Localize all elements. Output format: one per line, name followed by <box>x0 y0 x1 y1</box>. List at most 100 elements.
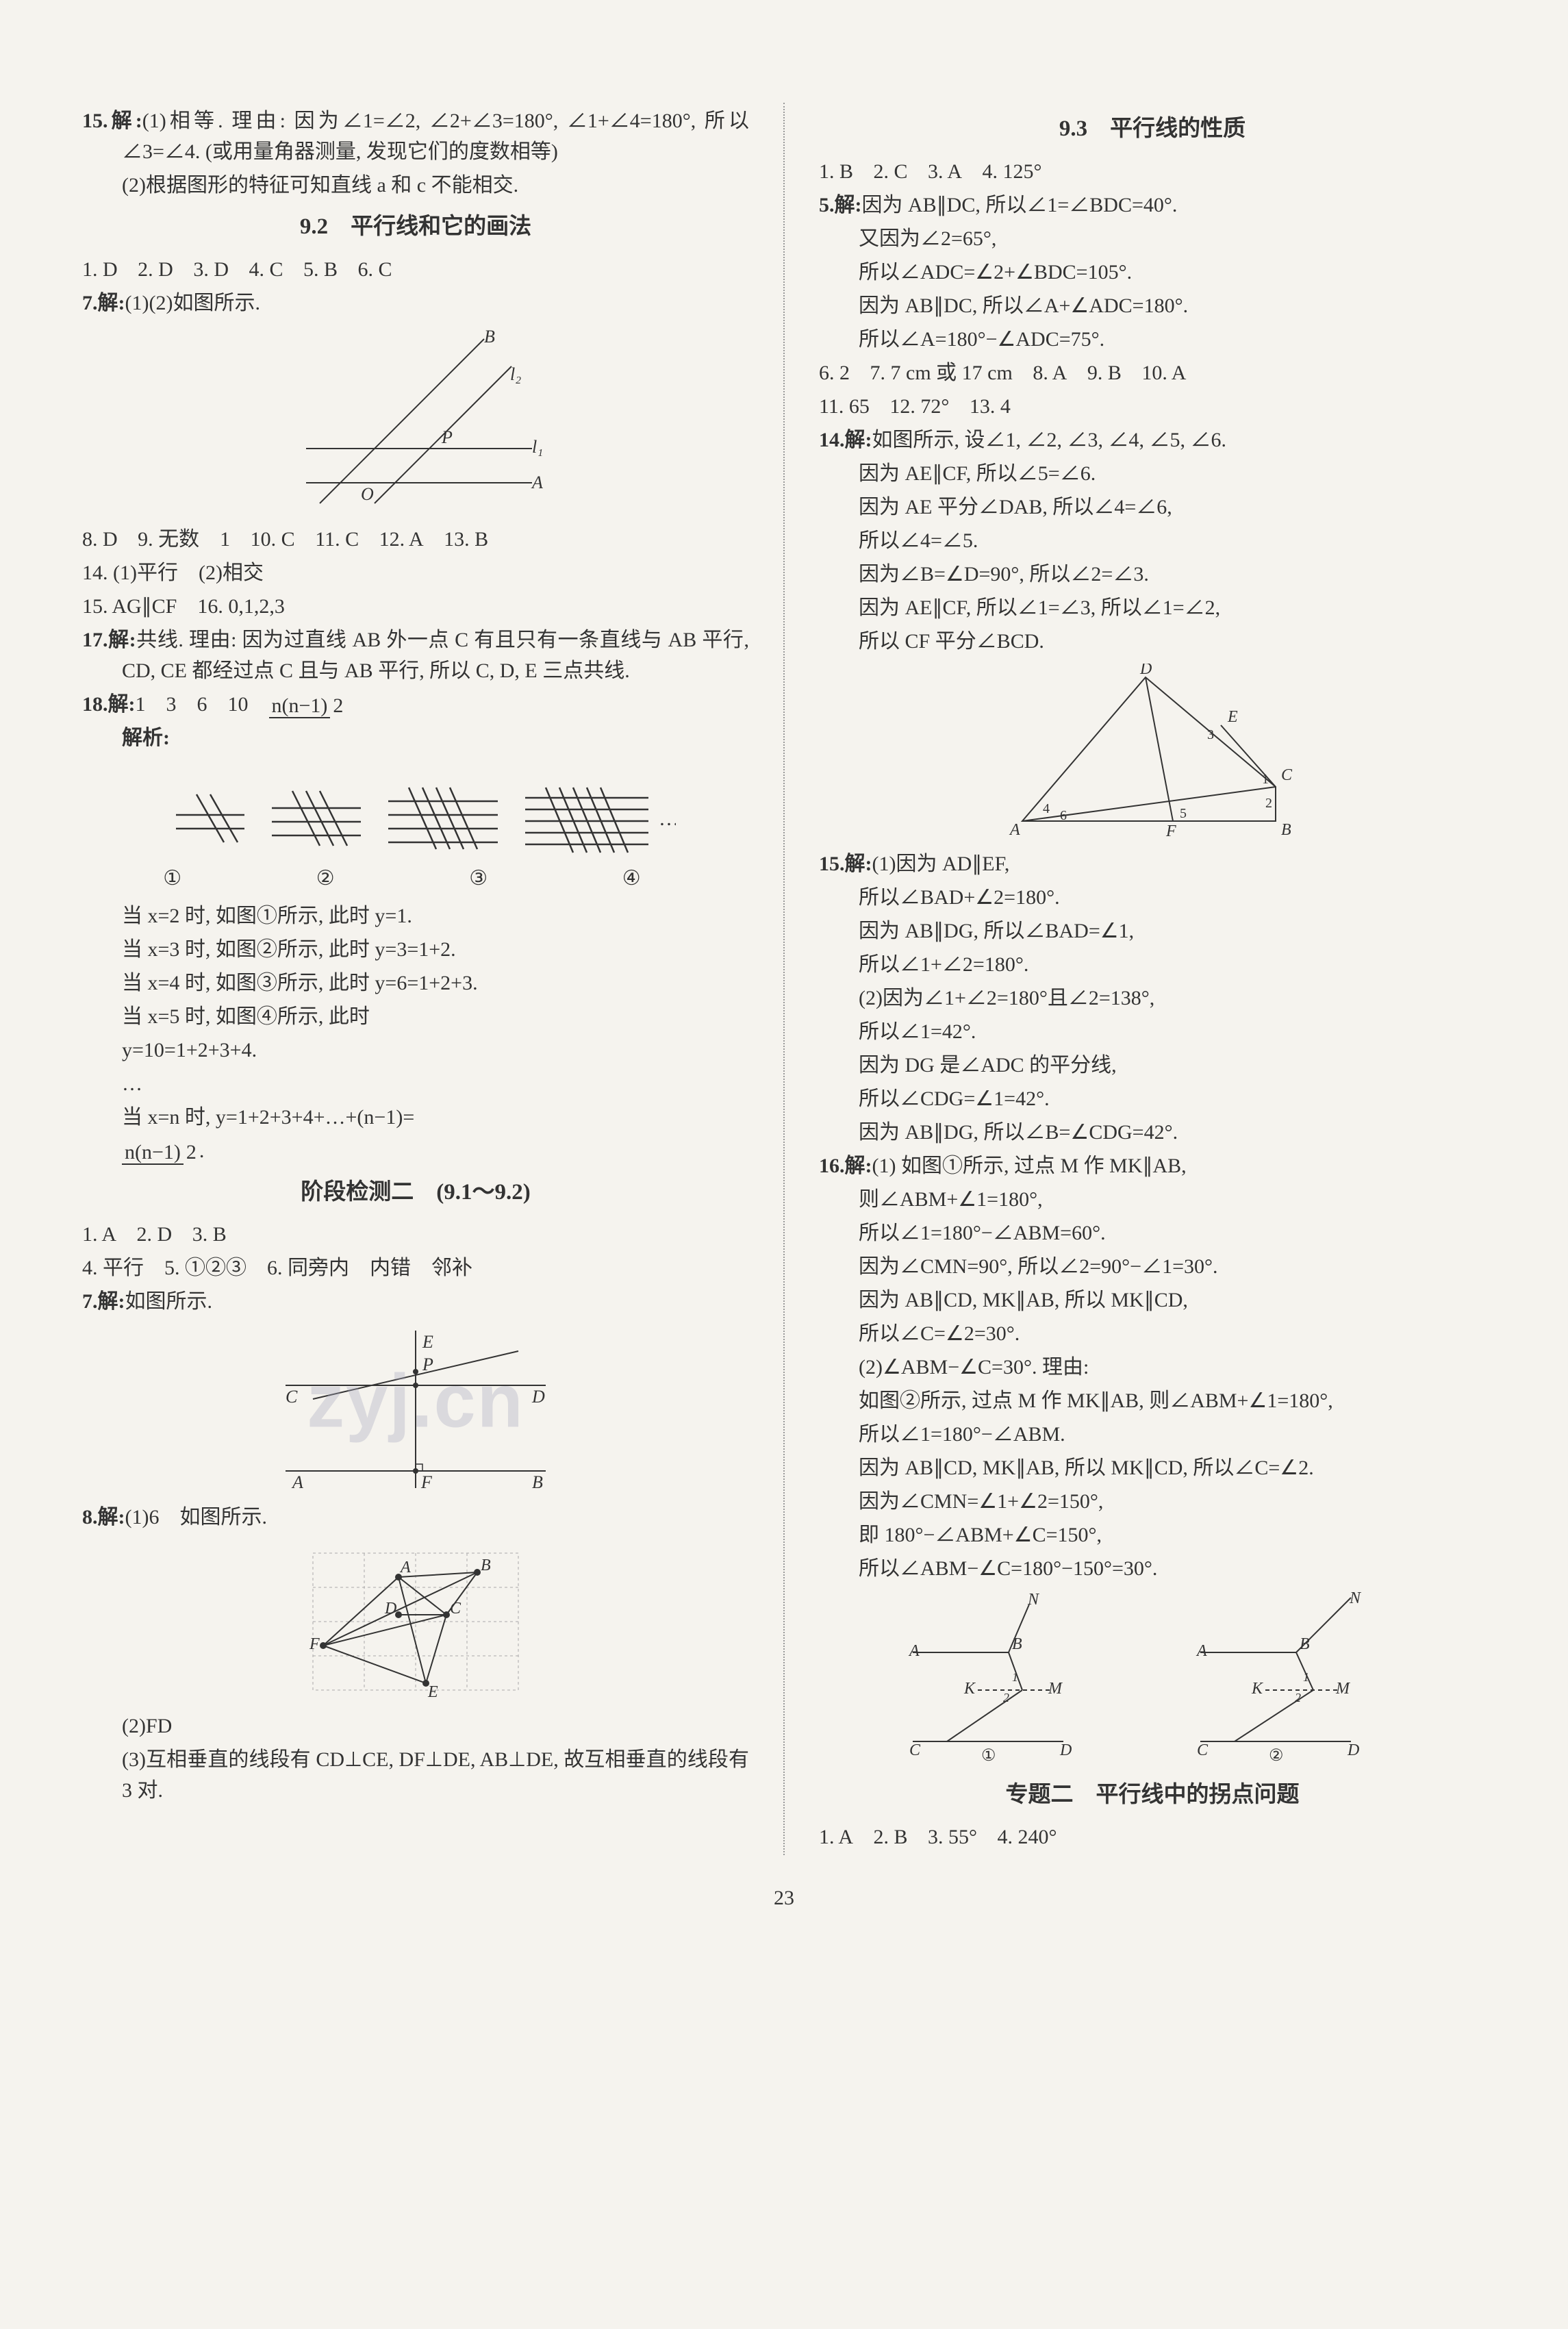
ans: 4. 240° <box>998 1822 1057 1852</box>
q15-l5: (2)因为∠1+∠2=180°且∠2=138°, <box>819 983 1486 1014</box>
lbl: F <box>309 1635 320 1653</box>
lbl: C <box>1197 1741 1209 1759</box>
txt: 因为 AB∥DC, 所以∠1=∠BDC=40°. <box>862 194 1178 216</box>
q15-l7: 因为 DG 是∠ADC 的平分线, <box>819 1050 1486 1081</box>
ans: 10. C <box>251 524 295 555</box>
ans: 1. A <box>82 1219 116 1250</box>
column-divider <box>783 103 785 1855</box>
q15r: 15.解:(1)因为 AD∥EF, <box>819 848 1486 879</box>
q14-l7: 所以 CF 平分∠BCD. <box>819 626 1486 657</box>
ans: 5. B <box>303 254 338 285</box>
q15-l4: 所以∠1+∠2=180°. <box>819 949 1486 980</box>
label: 解: <box>845 1155 872 1177</box>
q15-p2: (2)根据图形的特征可知直线 a 和 c 不能相交. <box>82 170 749 201</box>
ang: 1 <box>1012 1670 1018 1684</box>
page-columns: 15.解:(1)相等. 理由: 因为∠1=∠2, ∠2+∠3=180°, ∠1+… <box>82 103 1486 1855</box>
lbl: P <box>422 1355 433 1374</box>
row-9-3-1: 1. B 2. C 3. A 4. 125° <box>819 156 1486 187</box>
ang: 6 <box>1060 808 1067 823</box>
ans: 4. C <box>249 254 283 285</box>
q15-label: 解: <box>108 110 142 132</box>
lbl: N <box>1349 1591 1362 1607</box>
ang: 4 <box>1043 801 1050 816</box>
right-column: 9.3 平行线的性质 1. B 2. C 3. A 4. 125° 5.解:因为… <box>819 103 1486 1855</box>
left-column: 15.解:(1)相等. 理由: 因为∠1=∠2, ∠2+∠3=180°, ∠1+… <box>82 103 749 1855</box>
q16-l8: 如图②所示, 过点 M 作 MK∥AB, 则∠ABM+∠1=180°, <box>819 1385 1486 1416</box>
sec-9-2-title: 9.2 平行线和它的画法 <box>82 210 749 244</box>
lbl-l2: l₂ <box>510 364 521 384</box>
dots: … <box>659 807 676 830</box>
row-check-1: 1. A 2. D 3. B <box>82 1219 749 1250</box>
q15-p1: (1)相等. 理由: 因为∠1=∠2, ∠2+∠3=180°, ∠1+∠4=18… <box>122 110 749 163</box>
row-9-2-1: 1. D 2. D 3. D 4. C 5. B 6. C <box>82 254 749 285</box>
lbl-A: A <box>531 473 543 492</box>
q14r: 14.解:如图所示, 设∠1, ∠2, ∠3, ∠4, ∠5, ∠6. <box>819 425 1486 455</box>
q15-l9: 因为 AB∥DG, 所以∠B=∠CDG=42°. <box>819 1117 1486 1148</box>
label: 解: <box>845 853 872 875</box>
q17-text: 共线. 理由: 因为过直线 AB 外一点 C 有且只有一条直线与 AB 平行, … <box>122 629 749 682</box>
ans: 2. B <box>874 1822 908 1852</box>
lbl: C <box>286 1387 298 1407</box>
circ: ③ <box>469 863 488 894</box>
ans: 9. B <box>1087 357 1122 388</box>
period: . <box>199 1140 205 1162</box>
ans: 13. B <box>444 524 488 555</box>
lbl: A <box>1009 821 1020 839</box>
q15-left: 15.解:(1)相等. 理由: 因为∠1=∠2, ∠2+∠3=180°, ∠1+… <box>82 105 749 167</box>
lbl: D <box>1347 1741 1359 1759</box>
lbl-P: P <box>441 427 453 447</box>
lbl: D <box>1139 664 1152 678</box>
q16r: 16.解:(1) 如图①所示, 过点 M 作 MK∥AB, <box>819 1150 1486 1181</box>
lbl-l1: l₁ <box>532 437 543 457</box>
lbl: F <box>1165 822 1176 840</box>
lbl: N <box>1027 1591 1040 1609</box>
row-9-3-2: 6. 2 7. 7 cm 或 17 cm 8. A 9. B 10. A <box>819 357 1486 388</box>
lbl: C <box>909 1741 921 1759</box>
ans: 7. 7 cm 或 17 cm <box>870 357 1013 388</box>
lbl: B <box>481 1557 491 1574</box>
ans: 4. 125° <box>983 156 1042 187</box>
row-9-2-2: 8. D 9. 无数 1 10. C 11. C 12. A 13. B <box>82 524 749 555</box>
ang: 1 <box>1303 1670 1309 1684</box>
q18-label: 解: <box>108 693 136 716</box>
ans: 2. D <box>137 1219 173 1250</box>
txt: 如图所示, 设∠1, ∠2, ∠3, ∠4, ∠5, ∠6. <box>872 429 1227 451</box>
q14-l2: 因为 AE∥CF, 所以∠5=∠6. <box>819 458 1486 489</box>
q18-l4: 当 x=5 时, 如图④所示, 此时 <box>82 1001 749 1032</box>
lbl: D <box>531 1387 545 1407</box>
figure-7: B l₂ P l₁ O A <box>82 325 749 517</box>
qC8-p2: (2)FD <box>82 1711 749 1741</box>
q15b-left: 15. AG∥CF 16. 0,1,2,3 <box>82 591 749 622</box>
qC7-text: 如图所示. <box>125 1290 213 1313</box>
qC7-label: 解: <box>98 1290 125 1313</box>
lbl: B <box>1012 1635 1022 1653</box>
qC7-num: 7. <box>82 1290 98 1313</box>
q15-l2: 所以∠BAD+∠2=180°. <box>819 882 1486 913</box>
ans: 8. D <box>82 524 118 555</box>
ans: 6. 2 <box>819 357 850 388</box>
q5-l4: 因为 AB∥DC, 所以∠A+∠ADC=180°. <box>819 290 1486 321</box>
q7-label: 解: <box>98 292 125 314</box>
ans: 9. 无数 1 <box>138 524 230 555</box>
lbl: D <box>384 1600 396 1617</box>
lbl: E <box>422 1332 433 1352</box>
lbl: ① <box>981 1747 996 1765</box>
ang: 2 <box>1003 1691 1009 1704</box>
txt: (1) 如图①所示, 过点 M 作 MK∥AB, <box>872 1155 1187 1177</box>
q16-l5: 因为 AB∥CD, MK∥AB, 所以 MK∥CD, <box>819 1285 1486 1315</box>
ang: 3 <box>1207 727 1214 742</box>
ans: 11. 65 <box>819 391 870 422</box>
figure-18: … ① ② ③ ④ <box>82 760 749 894</box>
circ: ④ <box>622 863 641 894</box>
q18-l6: … <box>82 1068 749 1099</box>
lbl: K <box>1251 1680 1264 1698</box>
ang: 2 <box>1295 1691 1301 1704</box>
lbl: ② <box>1269 1747 1284 1765</box>
lbl: E <box>427 1683 438 1701</box>
ans: 3. A <box>928 156 962 187</box>
qC8-label: 解: <box>98 1506 125 1528</box>
q16-l10: 因为 AB∥CD, MK∥AB, 所以 MK∥CD, 所以∠C=∠2. <box>819 1452 1486 1483</box>
q16-l13: 所以∠ABM−∠C=180°−150°=30°. <box>819 1553 1486 1584</box>
circ: ① <box>163 863 181 894</box>
lbl: A <box>399 1559 411 1576</box>
